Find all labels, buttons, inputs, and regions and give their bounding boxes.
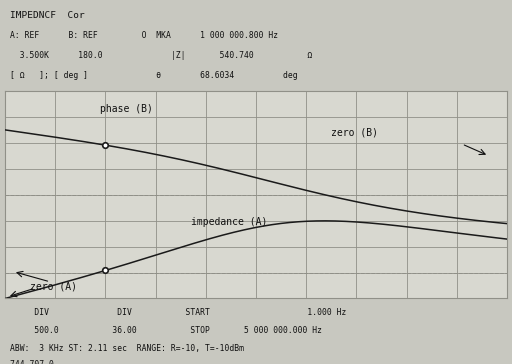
Text: 744 707 0: 744 707 0 [10,360,54,364]
Text: A: REF      B: REF         O  MKA      1 000 000.800 Hz: A: REF B: REF O MKA 1 000 000.800 Hz [10,31,279,40]
Text: impedance (A): impedance (A) [191,217,267,227]
Text: 500.0           36.00           STOP       5 000 000.000 Hz: 500.0 36.00 STOP 5 000 000.000 Hz [10,326,322,335]
Text: DIV              DIV           START                    1.000 Hz: DIV DIV START 1.000 Hz [10,308,347,317]
Text: zero (B): zero (B) [331,127,378,137]
Text: phase (B): phase (B) [100,104,153,114]
Text: IMPEDNCF  Cor: IMPEDNCF Cor [10,11,85,20]
Text: [ Ω   ]; [ deg ]              θ        68.6034          deg: [ Ω ]; [ deg ] θ 68.6034 deg [10,71,298,80]
Text: zero (A): zero (A) [30,282,77,292]
Text: 3.500K      180.0              |Z|       540.740           Ω: 3.500K 180.0 |Z| 540.740 Ω [10,51,312,60]
Text: ABW:  3 KHz ST: 2.11 sec  RANGE: R=-10, T=-10dBm: ABW: 3 KHz ST: 2.11 sec RANGE: R=-10, T=… [10,344,244,353]
